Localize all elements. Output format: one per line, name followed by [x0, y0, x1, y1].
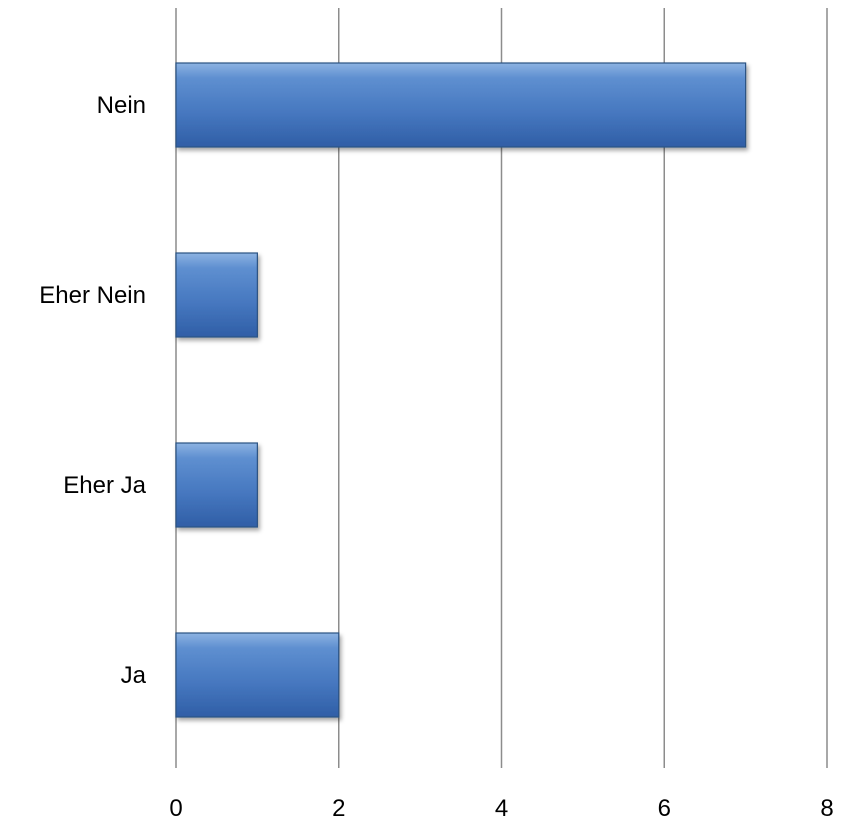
category-label: Eher Nein — [39, 282, 146, 309]
category-label: Ja — [121, 662, 147, 689]
x-tick-label: 0 — [169, 795, 182, 822]
bar — [175, 632, 340, 718]
category-label: Eher Ja — [63, 472, 146, 499]
x-tick-labels: 0 2 4 6 8 — [169, 795, 833, 822]
category-labels: Nein Eher Nein Eher Ja Ja — [39, 92, 146, 689]
x-tick-label: 6 — [658, 795, 671, 822]
x-tick-label: 2 — [332, 795, 345, 822]
bars — [175, 62, 747, 718]
bar — [175, 442, 258, 528]
bar — [175, 62, 747, 148]
x-tick-label: 8 — [820, 795, 833, 822]
category-label: Nein — [97, 92, 146, 119]
x-tick-label: 4 — [495, 795, 508, 822]
bar — [175, 252, 258, 338]
